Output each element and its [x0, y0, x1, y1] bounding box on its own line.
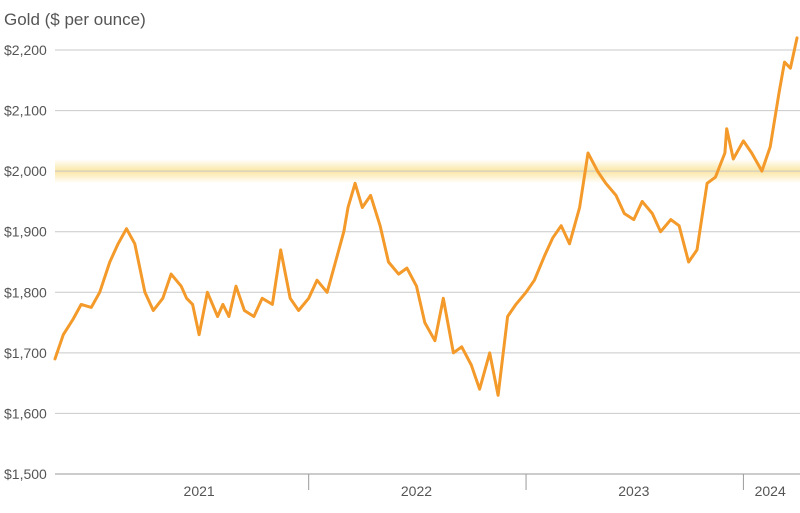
y-tick-label: $2,100	[4, 103, 47, 119]
y-tick-label: $1,800	[4, 284, 47, 300]
gridlines	[55, 49, 800, 475]
y-tick-label: $1,700	[4, 345, 47, 361]
x-tick-label: 2021	[184, 483, 215, 499]
x-tick-label: 2022	[401, 483, 432, 499]
x-tick-label: 2024	[755, 483, 786, 499]
y-tick-label: $2,200	[4, 42, 47, 58]
chart-title: Gold ($ per ounce)	[4, 10, 146, 29]
y-tick-label: $1,500	[4, 466, 47, 482]
y-tick-label: $1,600	[4, 405, 47, 421]
series-line-gold	[53, 36, 799, 397]
x-tick-label: 2023	[618, 483, 649, 499]
x-axis: 2021 2022 2023 2024	[184, 474, 786, 499]
y-tick-label: $2,000	[4, 163, 47, 179]
y-tick-label: $1,900	[4, 224, 47, 240]
y-axis-ticks: $1,500 $1,600 $1,700 $1,800 $1,900 $2,000 $2,1…	[4, 42, 47, 482]
series-layer	[53, 36, 799, 397]
